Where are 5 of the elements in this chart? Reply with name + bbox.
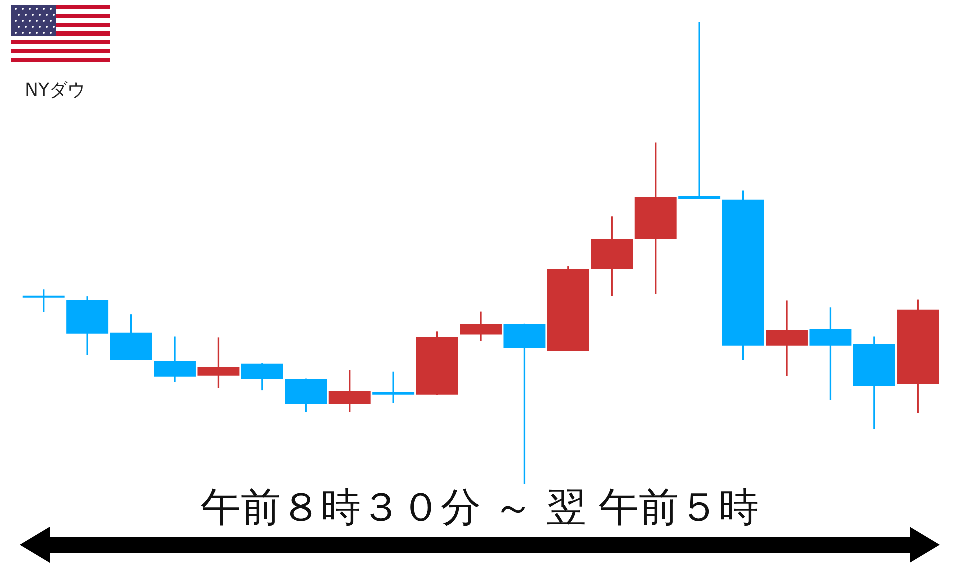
- candlestick: [766, 300, 808, 376]
- candlestick: [678, 22, 721, 200]
- candlestick: [372, 372, 415, 404]
- text: 午前８時３０分 ～ 翌 午前５時: [200, 484, 760, 533]
- text: NYダウ: [25, 79, 86, 102]
